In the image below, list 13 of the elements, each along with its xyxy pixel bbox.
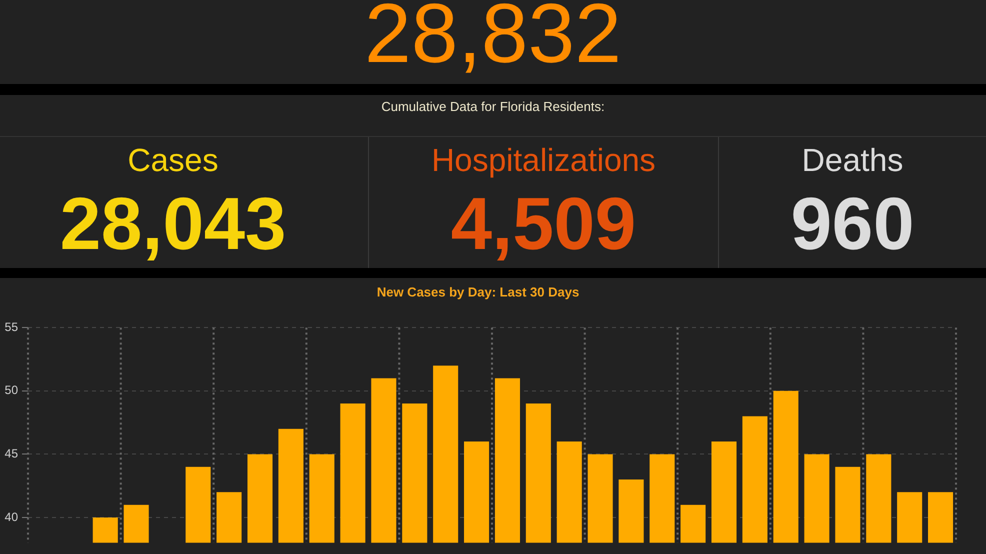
text: 28,832 — [364, 0, 622, 80]
text: 28,043 — [60, 182, 286, 265]
y-tick-label: 50 — [4, 383, 18, 398]
y-tick-label: 40 — [4, 510, 18, 524]
chart-title: New Cases by Day: Last 30 Days — [376, 284, 580, 300]
text: 960 — [790, 182, 914, 265]
y-tick-label: 55 — [4, 320, 18, 334]
text: Cumulative Data for Florida Residents: — [380, 98, 606, 116]
category-label: Deaths — [800, 142, 904, 178]
category-label: Cases — [126, 142, 220, 178]
category-label: Hospitalizations — [430, 142, 657, 178]
text: 4,509 — [450, 182, 636, 265]
y-tick-label: 45 — [4, 446, 18, 460]
